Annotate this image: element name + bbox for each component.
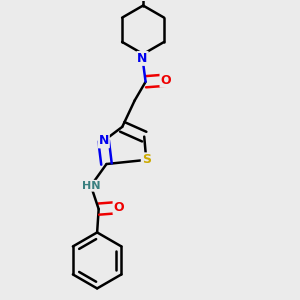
Text: O: O xyxy=(160,74,171,87)
Text: O: O xyxy=(114,201,124,214)
Text: N: N xyxy=(137,52,148,65)
Text: HN: HN xyxy=(82,181,100,191)
Text: N: N xyxy=(98,134,109,147)
Text: S: S xyxy=(142,153,151,167)
